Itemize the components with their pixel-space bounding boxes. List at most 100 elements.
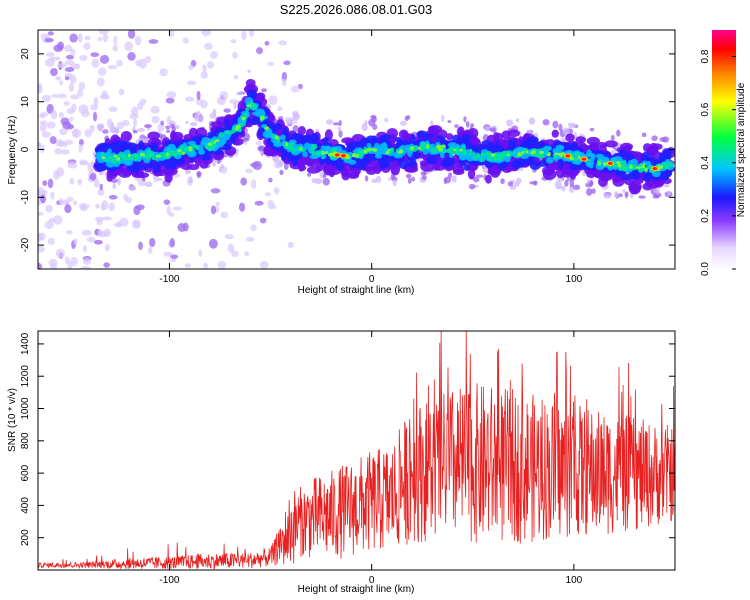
heatmap-speckle [103,262,110,268]
heatmap-speckle [69,33,78,43]
heatmap-speckle [78,203,87,210]
heatmap-cell [108,154,112,161]
heatmap-speckle [533,180,538,186]
heatmap-cell [322,163,334,176]
heatmap-speckle [610,134,615,141]
heatmap-cell [273,123,281,131]
heatmap-cell [385,150,390,155]
heatmap-speckle [99,30,109,35]
heatmap-speckle [589,127,595,132]
heatmap-speckle [169,238,175,248]
heatmap-cell [378,135,389,145]
heatmap-speckle [54,139,65,147]
heatmap-speckle [337,126,342,132]
heatmap-cell [245,107,249,112]
heatmap-speckle [542,119,550,126]
heatmap-cell [245,78,256,88]
colorbar-tick-label: 0.2 [700,209,711,223]
heatmap-cell [533,149,536,154]
heatmap-speckle [292,125,299,133]
heatmap-speckle [78,144,83,153]
heatmap-speckle [407,178,412,184]
heatmap-cell [575,136,587,144]
heatmap-cell [512,149,517,155]
heatmap-cell [223,119,230,125]
heatmap-speckle [50,191,55,200]
heatmap-speckle [73,238,78,245]
heatmap-speckle [136,204,145,211]
heatmap-cell [154,156,158,161]
heatmap-speckle [526,130,533,134]
heatmap-cell [449,151,456,155]
heatmap-speckle [218,167,222,173]
heatmap-cell [453,148,457,152]
figure-title: S225.2026.086.08.01.G03 [280,2,433,17]
heatmap-speckle [82,257,92,265]
heatmap-cell [507,129,520,137]
heatmap-speckle [41,131,51,138]
heatmap-speckle [66,196,74,202]
heatmap-speckle [254,200,264,206]
colorbar-tick-label: 0.6 [700,102,711,116]
heatmap-speckle [69,116,74,122]
heatmap-speckle [50,67,58,77]
heatmap-cell [590,154,596,162]
heatmap-speckle [112,44,119,52]
heatmap-speckle [117,177,122,186]
heatmap-cell [223,143,232,151]
spectrogram-y-tick-label: -10 [20,190,31,205]
colorbar-gradient [712,30,736,269]
heatmap-cell [364,138,371,144]
heatmap-cell [309,147,314,151]
heatmap-speckle [45,52,55,57]
heatmap-speckle [666,191,672,196]
heatmap-speckle [77,33,83,43]
heatmap-speckle [47,178,54,189]
snr-x-axis-label: Height of straight line (km) [298,584,415,595]
heatmap-speckle [113,222,122,227]
heatmap-speckle [448,172,453,179]
heatmap-speckle [42,180,48,187]
heatmap-speckle [384,117,389,123]
heatmap-speckle [134,35,142,46]
heatmap-speckle [235,91,244,96]
heatmap-speckle [196,171,202,179]
heatmap-cell [586,136,600,146]
heatmap-speckle [79,159,88,166]
heatmap-speckle [108,194,118,200]
heatmap-cell [101,156,106,160]
heatmap-speckle [98,171,104,176]
heatmap-cell [554,152,559,156]
heatmap-speckle [165,125,171,130]
snr-panel: -100 0 100 200 400 600 800 1000 1200 1400 Height … [7,330,676,595]
heatmap-speckle [259,261,269,269]
heatmap-speckle [206,61,215,69]
snr-x-tick-label: 0 [369,575,375,586]
spectrogram-x-tick-label: 0 [369,274,375,285]
heatmap-cell [223,134,230,141]
heatmap-speckle [515,177,522,184]
heatmap-speckle [277,106,283,112]
heatmap-cell [280,134,286,141]
heatmap-cell [426,155,438,165]
heatmap-cell [299,156,308,166]
heatmap-cell [393,153,403,159]
heatmap-cell [216,140,225,148]
heatmap-cell [218,132,225,138]
heatmap-speckle [258,146,263,150]
heatmap-speckle [87,162,94,173]
heatmap-speckle [273,187,280,195]
heatmap-speckle [507,181,514,187]
heatmap-speckle [137,128,146,132]
heatmap-cell [275,135,278,139]
heatmap-cell [363,150,368,154]
heatmap-cell [347,172,360,179]
heatmap-cell [150,142,159,151]
spectrogram-y-tick-label: 20 [20,48,31,60]
heatmap-speckle [614,191,619,198]
heatmap-speckle [136,102,144,111]
heatmap-speckle [97,67,107,77]
heatmap-speckle [558,123,563,131]
heatmap-speckle [618,193,623,198]
